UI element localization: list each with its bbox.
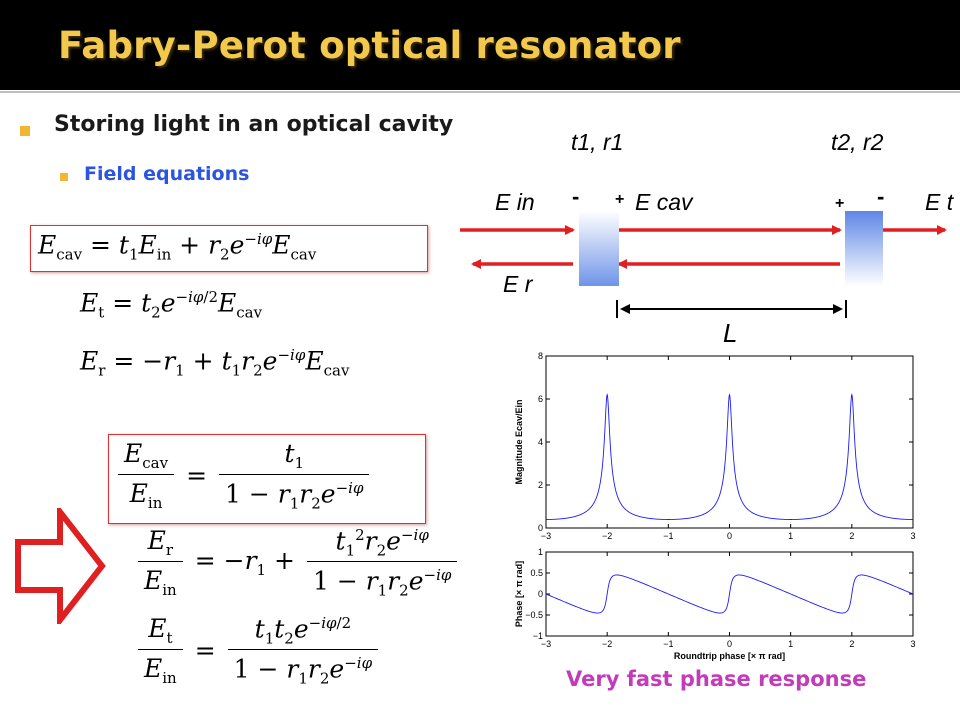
y-tick-label: 0 xyxy=(538,589,543,599)
x-tick-label: −2 xyxy=(602,639,612,649)
title-bar xyxy=(0,0,960,90)
equation-highlight-box-2 xyxy=(108,434,426,524)
phase-series-line xyxy=(545,574,914,614)
length-label: L xyxy=(723,318,737,348)
outline-arrow-icon xyxy=(15,508,106,624)
y-tick-label: 6 xyxy=(538,394,543,404)
slide-title: Fabry-Perot optical resonator xyxy=(58,24,681,67)
e-t-label: E t xyxy=(925,189,955,215)
x-tick-label: −3 xyxy=(541,639,551,649)
x-tick-label: −1 xyxy=(663,639,673,649)
phase-chart: −3 −2 −1 0 1 2 3 1 0.5 0 −0.5 −1 Phase [× π rad] Roun… xyxy=(514,547,916,661)
y-tick-label: 2 xyxy=(538,480,543,490)
plot-frame-0 xyxy=(545,355,914,529)
magnitude-chart: −3 −2 −1 0 1 2 3 0 2 4 6 8 Magnitude Ecav/Ein xyxy=(514,351,916,540)
x-tick-label: 1 xyxy=(788,639,793,649)
x-tick-label: −3 xyxy=(541,531,551,540)
y-axis-label: Magnitude Ecav/Ein xyxy=(514,399,524,484)
mirror1-plus-sign: + xyxy=(615,191,624,208)
equation-reflected-field: Er = −r1 + t1r2e−iφEcav xyxy=(80,346,350,380)
x-tick-label: 0 xyxy=(727,531,732,540)
x-tick-label: −1 xyxy=(663,531,673,540)
mirror2-minus-sign: - xyxy=(877,184,884,209)
equation-highlight-box-1 xyxy=(30,225,428,272)
mirror1-minus-sign: - xyxy=(572,184,579,209)
bullet-sub-text: Field equations xyxy=(84,163,250,185)
equation-transmitted-field: Et = t2e−iφ/2Ecav xyxy=(80,288,263,322)
sub-bullet-marker xyxy=(60,173,68,181)
x-tick-label: 2 xyxy=(849,531,854,540)
mirror2-label: t2, r2 xyxy=(831,129,884,155)
x-tick-label: 0 xyxy=(727,639,732,649)
bullet-marker xyxy=(20,126,30,136)
y-tick-label: 0 xyxy=(538,523,543,533)
x-tick-label: 3 xyxy=(910,639,915,649)
equation-reflection-ratio: Er Ein = −r1 + t12r2e−iφ 1 − r1r2e−iφ xyxy=(138,526,458,600)
y-tick-label: −1 xyxy=(533,631,543,641)
x-tick-label: 1 xyxy=(788,531,793,540)
y-axis-label: Phase [× π rad] xyxy=(514,561,524,627)
y-tick-label: 8 xyxy=(538,351,543,361)
e-in-label: E in xyxy=(495,189,535,215)
mirror2-plus-sign: + xyxy=(835,195,844,212)
equation-cavity-field: Ecav = t1Ein + r2e−iφEcav xyxy=(38,230,317,264)
x-tick-label: 2 xyxy=(849,639,854,649)
x-axis-label: Roundtrip phase [× π rad] xyxy=(674,651,785,661)
y-tick-label: 1 xyxy=(538,547,543,557)
x-tick-label: 3 xyxy=(910,531,915,540)
x-tick-label: −2 xyxy=(602,531,612,540)
equation-transmission-ratio: Et Ein = t1t2e−iφ/2 1 − r1r2e−iφ xyxy=(138,614,379,688)
y-tick-label: −0.5 xyxy=(525,610,543,620)
cavity-diagram: t1, r1 t2, r2 E in E cav E t E r L - + +… xyxy=(460,129,955,348)
equation-cavity-ratio: Ecav Ein = t1 1 − r1r2e−iφ xyxy=(118,439,370,512)
phase-response-caption: Very fast phase response xyxy=(566,667,867,691)
e-r-label: E r xyxy=(503,271,534,297)
mirror1-label: t1, r1 xyxy=(571,129,623,155)
y-tick-label: 4 xyxy=(538,437,543,447)
output-mirror xyxy=(845,211,883,286)
e-cav-label: E cav xyxy=(635,189,694,215)
title-divider xyxy=(0,91,960,93)
bullet-main-text: Storing light in an optical cavity xyxy=(54,112,454,137)
input-mirror xyxy=(579,211,619,286)
magnitude-series-line xyxy=(546,393,913,520)
y-tick-label: 0.5 xyxy=(530,568,543,578)
